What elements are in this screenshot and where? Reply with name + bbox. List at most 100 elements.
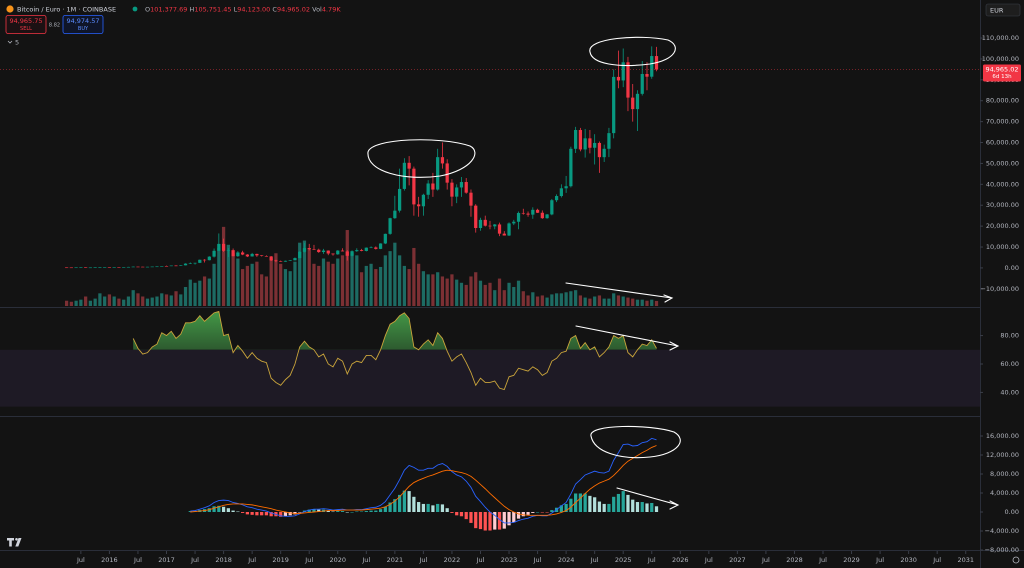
volume-bar [431,274,435,306]
candle-body [226,250,230,251]
candle-body [136,266,140,268]
macd-histogram-bar [650,502,654,513]
macd-histogram-bar [450,512,454,513]
gear-icon[interactable] [1012,556,1020,564]
candle-body [412,168,416,205]
candle-body [79,267,83,268]
macd-line [190,437,657,524]
volume-bar [650,299,654,306]
volume-bar [350,253,354,306]
ohlc-value: 105,751.45 [194,6,231,14]
macd-histogram-bar [497,512,502,530]
candle-body [474,205,478,229]
candle-body [255,253,259,256]
indicators-toggle[interactable]: 5 [7,39,19,47]
sell-box[interactable] [5,15,47,34]
volume-bar [336,258,340,306]
candle-body [264,256,269,257]
currency-button[interactable]: EUR [985,3,1021,17]
sell-label[interactable]: SELL [20,26,32,32]
x-tick-label: 2031 [957,556,974,564]
volume-bar [654,300,659,306]
candle-body [578,129,583,150]
macd-histogram-bar [631,499,635,513]
volume-bar [236,258,240,306]
candle-body [483,219,487,226]
buy-label[interactable]: BUY [78,26,89,32]
volume-bar [526,295,530,306]
volume-bar [564,292,568,306]
x-tick-label: Jul [361,556,370,564]
volume-bar [407,269,411,306]
sell-button[interactable]: 94,965.75 SELL [5,15,47,34]
volume-bar [426,274,430,306]
volume-bar [574,290,578,306]
candle-body [150,266,154,268]
macd-histogram-bar [217,505,221,513]
x-tick-label: 2020 [329,556,346,564]
candle-body [131,266,135,268]
macd-histogram-bar [436,503,440,513]
macd-histogram-bar [260,512,264,516]
volume-bar [98,293,102,306]
currency-label[interactable]: EUR [990,7,1004,15]
ohlc-legend: O101,377.69 H105,751.45 L94,123.00 C94,9… [145,6,341,14]
y-tick-label: 0.00 [1005,508,1019,516]
candle-body [626,62,630,98]
volume-bar [531,292,535,306]
candle-body [402,162,406,189]
header: Bitcoin / Euro · 1M · COINBASE O101,377.… [5,3,1021,47]
macd-histogram-bar [516,512,521,519]
macd-histogram-bar [612,496,616,513]
macd-histogram-bar [535,512,540,513]
macd-histogram-bar [378,509,383,513]
currency-box[interactable] [985,3,1021,17]
buy-button[interactable]: 94,974.57 BUY [62,15,104,34]
volume-bar [459,282,464,306]
x-tick-label: 2021 [387,556,404,564]
macd-histogram-bar [578,493,583,513]
settings-button[interactable] [1012,556,1020,564]
sell-price[interactable]: 94,965.75 [9,17,42,25]
y-tick-label: 40,000.00 [986,180,1019,188]
volume-bar [126,296,131,306]
volume-bar [188,279,192,306]
annotations [367,36,681,510]
volume-bar [393,242,397,306]
macd-histogram-bar [654,506,659,513]
candle-body [326,250,330,254]
macd-histogram-bar [355,511,359,513]
volume-bar [455,279,459,306]
candle-body [98,267,102,268]
macd-histogram-bar [307,509,311,513]
buy-box[interactable] [62,15,104,34]
macd-histogram-bar [212,506,216,513]
tv-logo [7,538,22,547]
candle-body [493,224,497,227]
candle-body [364,247,368,251]
candle-body [512,221,516,224]
macd-histogram-bar [474,512,478,529]
candle-body [588,138,592,148]
y-tick-label: 30,000.00 [986,201,1019,209]
y-tick-label: 80.00 [1000,332,1019,340]
x-tick-label: Jul [418,556,427,564]
macd-histogram-bar [283,512,288,517]
buy-price[interactable]: 94,974.57 [66,17,99,25]
volume-bar [141,296,145,306]
volume-bar [516,280,521,306]
candle-body [359,250,364,251]
indicators-count[interactable]: 5 [15,39,19,47]
chevron-icon[interactable] [7,40,13,44]
volume-bar [64,300,69,306]
volume-bar [202,276,207,306]
candle-body [112,267,116,268]
candle-body [521,212,525,214]
candle-body [535,209,540,213]
macd-histogram-bar [245,512,249,515]
volume-bar [616,295,621,306]
x-tick-label: 2023 [501,556,518,564]
macd-histogram-bar [241,512,245,513]
volume-bar [374,269,378,306]
